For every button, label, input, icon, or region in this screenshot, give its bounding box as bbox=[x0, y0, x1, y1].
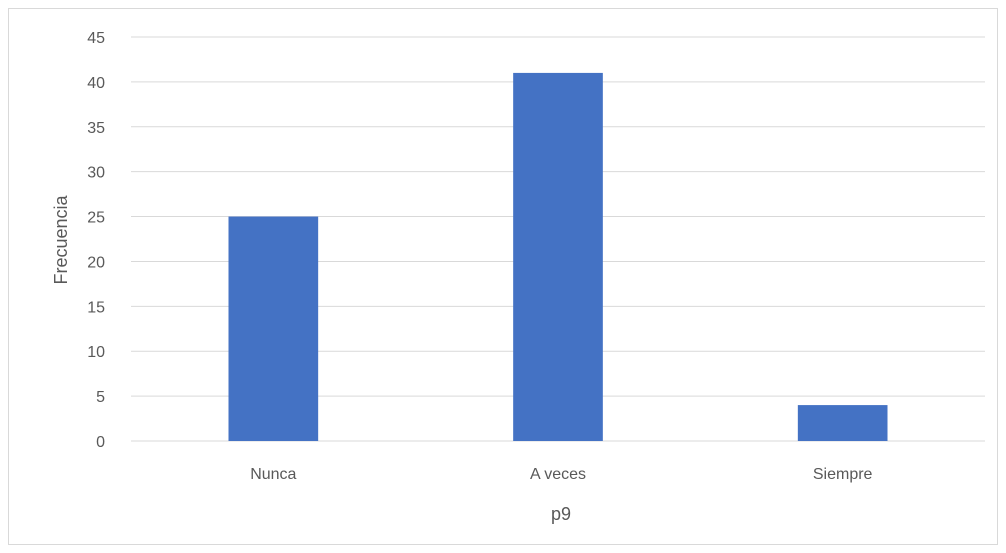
x-tick-label: A veces bbox=[530, 466, 586, 483]
y-tick-label: 15 bbox=[87, 299, 105, 316]
y-tick-label: 10 bbox=[87, 344, 105, 361]
y-tick-label: 5 bbox=[96, 389, 105, 406]
x-tick-labels: Nunca A veces Siempre bbox=[250, 466, 872, 483]
bar bbox=[228, 216, 319, 441]
x-tick-label: Siempre bbox=[813, 466, 873, 483]
bars bbox=[228, 72, 888, 442]
bar bbox=[797, 405, 888, 441]
y-tick-labels: 0 5 10 15 20 25 30 35 40 45 bbox=[87, 30, 105, 451]
y-tick-label: 40 bbox=[87, 75, 105, 92]
y-tick-label: 30 bbox=[87, 165, 105, 182]
x-axis-title: p9 bbox=[551, 504, 571, 524]
y-axis-title: Frecuencia bbox=[51, 194, 71, 284]
y-tick-label: 35 bbox=[87, 120, 105, 137]
y-tick-label: 45 bbox=[87, 30, 105, 47]
bar bbox=[513, 72, 603, 442]
chart-frame bbox=[8, 8, 998, 545]
y-tick-label: 20 bbox=[87, 254, 105, 271]
y-tick-label: 0 bbox=[96, 434, 105, 451]
x-tick-label: Nunca bbox=[250, 466, 296, 483]
y-tick-label: 25 bbox=[87, 210, 105, 227]
